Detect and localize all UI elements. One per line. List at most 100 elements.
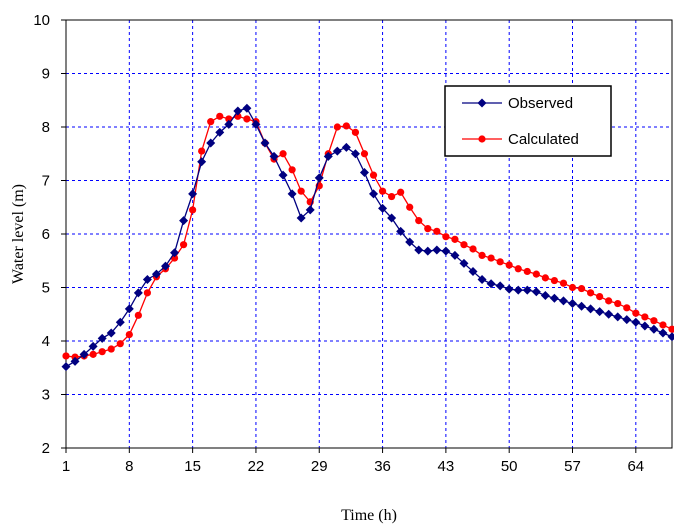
data-point — [106, 328, 116, 338]
data-point — [107, 345, 115, 353]
data-point — [514, 265, 522, 273]
data-point — [604, 309, 614, 319]
data-point — [341, 142, 351, 152]
data-point — [278, 170, 288, 180]
data-point — [351, 128, 360, 136]
data-point — [215, 127, 225, 137]
data-point — [288, 166, 296, 174]
x-tick-label: 22 — [248, 458, 265, 475]
data-point — [279, 150, 287, 158]
data-point — [242, 103, 252, 113]
data-point — [97, 333, 107, 343]
data-point — [433, 227, 441, 235]
data-point — [496, 258, 504, 266]
data-point — [396, 226, 406, 236]
data-point — [541, 274, 549, 282]
x-tick-label: 15 — [184, 458, 201, 475]
legend-items: Observed Calculated — [462, 95, 579, 148]
data-point — [224, 119, 234, 129]
data-point — [442, 233, 450, 241]
data-point — [668, 325, 674, 333]
data-point — [124, 304, 134, 314]
data-point — [388, 192, 396, 201]
data-point — [79, 349, 89, 359]
data-point — [70, 356, 80, 366]
data-point — [160, 261, 170, 271]
data-point — [513, 285, 523, 295]
data-point — [477, 274, 487, 284]
data-point — [495, 281, 505, 291]
data-point — [459, 258, 469, 268]
x-tick-label: 43 — [438, 458, 455, 475]
x-tick-label: 57 — [564, 458, 581, 475]
data-point — [323, 151, 333, 161]
data-point — [505, 261, 513, 269]
x-tick-label: 1 — [62, 458, 70, 475]
data-point — [441, 246, 451, 256]
data-point — [641, 313, 649, 321]
data-point — [614, 299, 622, 308]
data-point — [378, 203, 388, 213]
data-point — [233, 106, 243, 116]
data-point — [650, 317, 658, 325]
data-point — [297, 187, 305, 195]
data-point — [189, 206, 197, 214]
y-tick-label: 7 — [42, 173, 50, 190]
data-point — [586, 289, 595, 297]
data-point — [134, 311, 142, 319]
data-point — [216, 112, 224, 120]
data-point — [251, 119, 261, 129]
y-tick-label: 5 — [42, 280, 50, 297]
data-point — [549, 293, 559, 303]
legend-label: Observed — [508, 95, 573, 112]
data-point — [586, 304, 596, 314]
data-point — [523, 267, 531, 276]
data-point — [504, 284, 514, 294]
data-point — [151, 269, 161, 279]
data-point — [424, 225, 432, 233]
data-point — [540, 291, 550, 301]
legend-item-calculated: Calculated — [462, 131, 579, 148]
x-tick-label: 29 — [311, 458, 328, 475]
data-point — [423, 246, 433, 256]
data-point — [478, 251, 486, 259]
grid — [66, 20, 672, 448]
data-point — [269, 151, 279, 161]
data-point — [197, 157, 207, 167]
data-point — [332, 146, 342, 156]
data-point — [658, 328, 668, 338]
data-point — [360, 150, 369, 158]
data-point — [61, 362, 71, 372]
data-point — [260, 138, 270, 148]
data-point — [333, 123, 341, 131]
data-point — [179, 216, 189, 226]
data-point — [667, 332, 674, 342]
y-tick-label: 8 — [42, 119, 50, 136]
x-axis-title: Time (h) — [341, 507, 397, 524]
data-point — [143, 289, 152, 297]
data-point — [532, 270, 540, 278]
legend-item-observed: Observed — [462, 95, 573, 112]
series-layer — [61, 103, 674, 372]
data-point — [568, 299, 578, 309]
data-point — [125, 330, 133, 339]
data-point — [596, 292, 604, 301]
data-point — [649, 324, 659, 334]
legend-box — [444, 85, 612, 157]
data-point — [406, 203, 414, 211]
data-point — [170, 248, 180, 258]
data-point — [659, 321, 667, 329]
data-point — [198, 147, 206, 155]
data-point — [207, 118, 215, 126]
data-point — [577, 284, 586, 293]
data-point — [369, 171, 378, 179]
data-point — [622, 315, 632, 325]
x-tick-label: 50 — [501, 458, 518, 475]
x-tick-label: 8 — [125, 458, 133, 475]
y-tick-label: 4 — [42, 333, 50, 350]
data-point — [179, 241, 188, 249]
data-point — [478, 135, 486, 143]
data-point — [133, 288, 143, 298]
legend: Observed Calculated — [444, 85, 612, 157]
data-point — [397, 188, 405, 196]
